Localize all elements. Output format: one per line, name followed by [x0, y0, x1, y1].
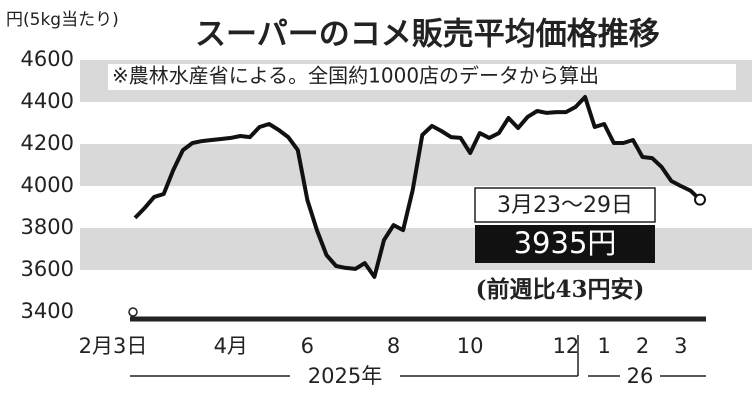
change-label: (前週比43円安)	[476, 276, 645, 303]
x-tick-label: 6	[301, 334, 314, 358]
y-tick-label: 3600	[21, 257, 74, 281]
y-unit-label: 円(5kg当たり)	[6, 10, 119, 30]
value-label: 3935円	[514, 226, 617, 260]
chart-title: スーパーのコメ販売平均価格推移	[195, 17, 660, 53]
axis-start	[128, 307, 138, 317]
x-tick-label: 10	[457, 334, 484, 358]
y-tick-label: 4200	[21, 131, 74, 155]
y-tick-label: 3800	[21, 215, 74, 239]
note-bg	[108, 64, 736, 90]
year-label: 26	[627, 364, 654, 388]
note: ※農林水産省による。全国約1000店のデータから算出	[112, 64, 599, 88]
y-tick-label: 4400	[21, 89, 74, 113]
x-tick-label: 2月3日	[79, 334, 148, 358]
price-line	[133, 95, 702, 279]
period-box	[474, 187, 656, 223]
value-box	[475, 225, 655, 263]
x-tick-label: 2	[636, 334, 649, 358]
x-tick-label: 4月	[214, 334, 248, 358]
x-tick-label: 1	[598, 334, 611, 358]
x-tick-label: 12	[553, 334, 580, 358]
last-point	[694, 193, 706, 206]
x-tick-label: 8	[387, 334, 400, 358]
y-tick-label: 3400	[21, 299, 74, 323]
year-label: 2025年	[308, 364, 382, 388]
y-tick-label: 4600	[21, 47, 74, 71]
y-tick-label: 4000	[21, 173, 74, 197]
x-tick-label: 3	[674, 334, 687, 358]
period-label: 3月23〜29日	[497, 193, 633, 218]
